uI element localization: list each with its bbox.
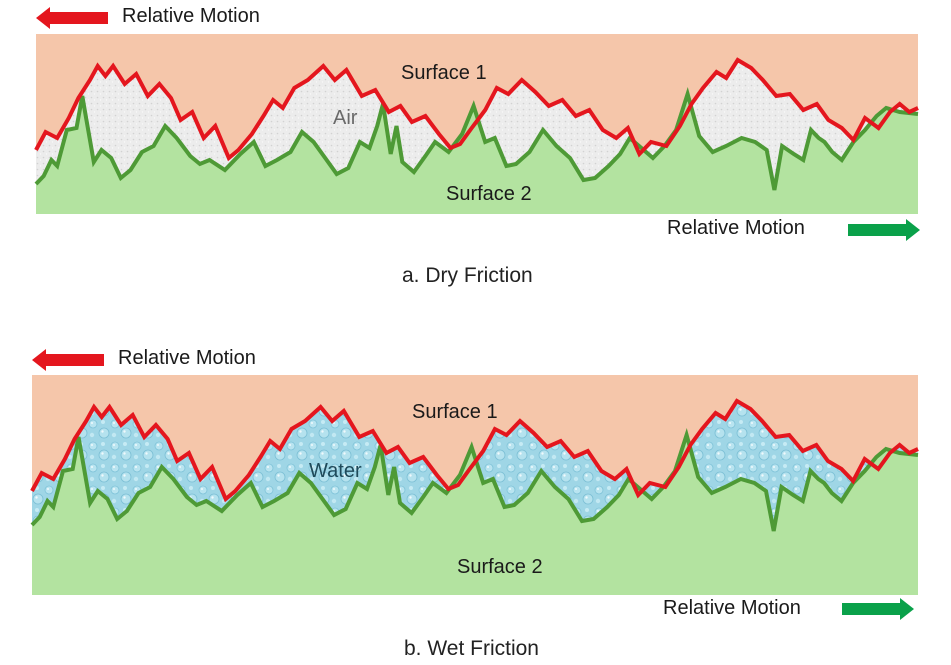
dry-friction-panel: Surface 1 Air Surface 2 [34, 7, 920, 241]
right-motion-arrow [848, 219, 920, 241]
dry-bottom-motion-label: Relative Motion [667, 217, 805, 239]
surface-2-label: Surface 2 [446, 183, 532, 205]
surface-2-profile-line [30, 428, 919, 532]
water-gap [32, 401, 918, 531]
surface-2-profile-line [34, 86, 919, 191]
air-gap-label: Air [333, 107, 358, 129]
surface-1-profile-line [34, 57, 919, 162]
wet-friction-panel: Surface 1 Water Surface 2 [30, 349, 919, 620]
wet-friction-caption: b. Wet Friction [404, 637, 539, 660]
surface-2-region [36, 94, 918, 214]
surface-1-label: Surface 1 [412, 401, 498, 423]
right-motion-arrow [842, 598, 914, 620]
surface-1-label: Surface 1 [401, 62, 487, 84]
air-gap [36, 60, 918, 190]
left-motion-arrow [32, 349, 104, 371]
wet-top-motion-label: Relative Motion [118, 347, 256, 369]
water-gap-label: Water [309, 460, 362, 482]
surface-2-label: Surface 2 [457, 556, 543, 578]
surface-1-profile-line [30, 398, 919, 503]
left-motion-arrow [36, 7, 108, 29]
wet-bottom-motion-label: Relative Motion [663, 597, 801, 619]
dry-friction-caption: a. Dry Friction [402, 264, 533, 287]
dry-top-motion-label: Relative Motion [122, 5, 260, 27]
